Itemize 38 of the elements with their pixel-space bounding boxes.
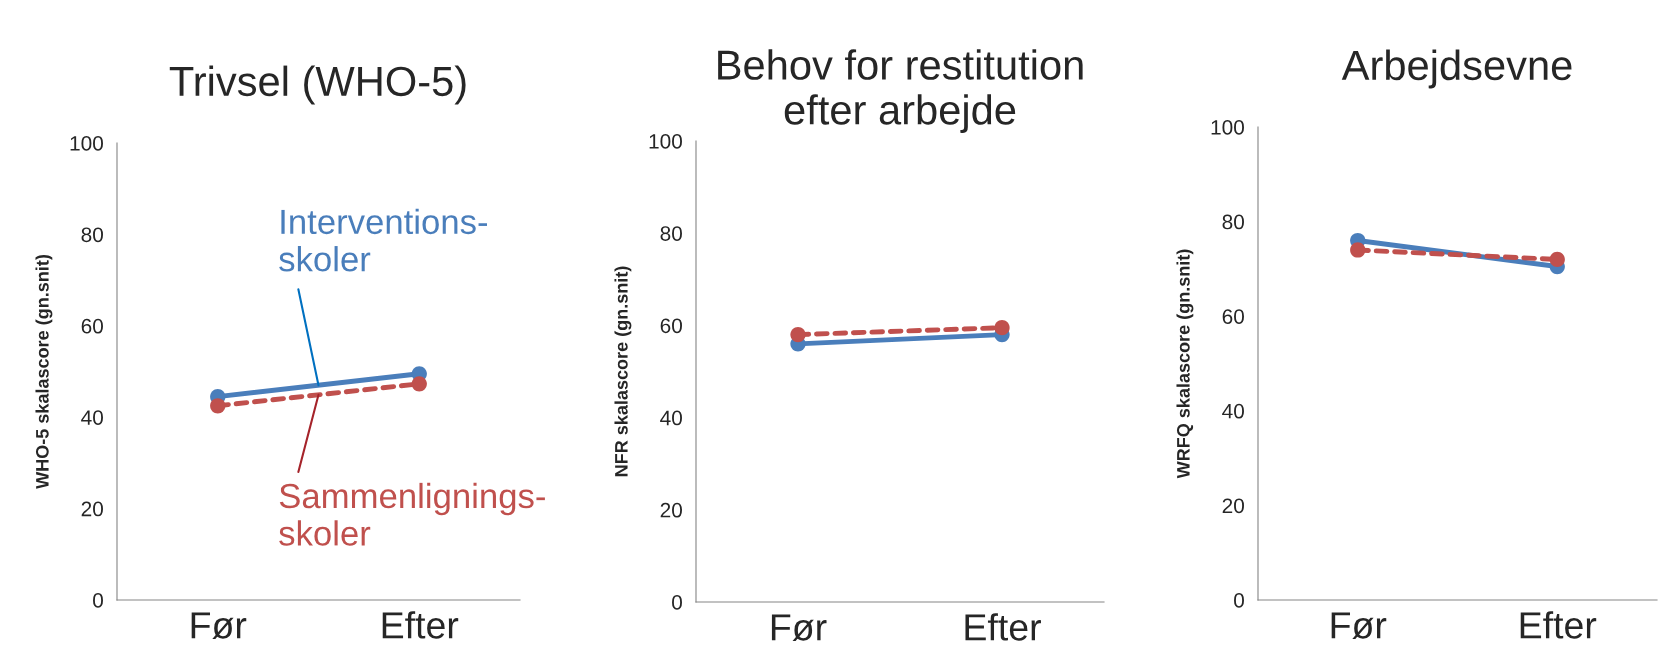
y-tick-label: 60 — [81, 318, 103, 334]
y-tick-label: 40 — [81, 410, 103, 425]
y-tick-label: 60 — [660, 318, 682, 334]
chart-title: Behov for restitution efter arbejde — [718, 49, 1083, 133]
x-tick-label: Efter — [382, 611, 459, 639]
y-tick-label: 100 — [649, 134, 682, 149]
y-tick-label: 100 — [70, 136, 103, 151]
chart-title: Arbejdsevne — [1341, 49, 1572, 89]
x-tick-label: Før — [191, 612, 247, 639]
y-tick-label: 100 — [1211, 120, 1244, 135]
point — [790, 326, 806, 343]
text: Interventions- skoler — [279, 208, 488, 272]
y-axis-title: NFR skalascore (gn.snit) — [614, 266, 632, 477]
y-tick-label: 0 — [93, 593, 103, 608]
y-tick-label: 0 — [672, 595, 682, 610]
y-tick-label: 80 — [660, 226, 682, 241]
y-tick-label: 0 — [1234, 593, 1244, 608]
point — [1549, 251, 1565, 268]
y-tick-label: 80 — [81, 227, 103, 243]
point — [210, 398, 226, 414]
text: Sammenlignings- skoler — [279, 482, 545, 546]
x-tick-label: Efter — [965, 613, 1041, 641]
chart-title: Trivsel (WHO-5) — [169, 65, 466, 105]
point — [411, 376, 427, 392]
y-axis-title: WRFQ skalascore (gn.snit) — [1176, 249, 1194, 479]
x-tick-label: Før — [771, 614, 827, 641]
y-tick-label: 20 — [1222, 498, 1244, 514]
y-tick-label: 20 — [660, 502, 682, 518]
y-tick-label: 60 — [1222, 309, 1244, 324]
y-tick-label: 20 — [81, 501, 103, 517]
y-tick-label: 40 — [660, 410, 682, 426]
x-tick-label: Før — [1331, 612, 1387, 639]
y-axis-title: WHO-5 skalascore (gn.snit) — [35, 255, 53, 489]
point — [994, 320, 1010, 336]
y-tick-label: 80 — [1222, 214, 1244, 230]
point — [1350, 242, 1366, 258]
y-tick-label: 40 — [1222, 403, 1244, 419]
x-tick-label: Efter — [1520, 611, 1597, 639]
